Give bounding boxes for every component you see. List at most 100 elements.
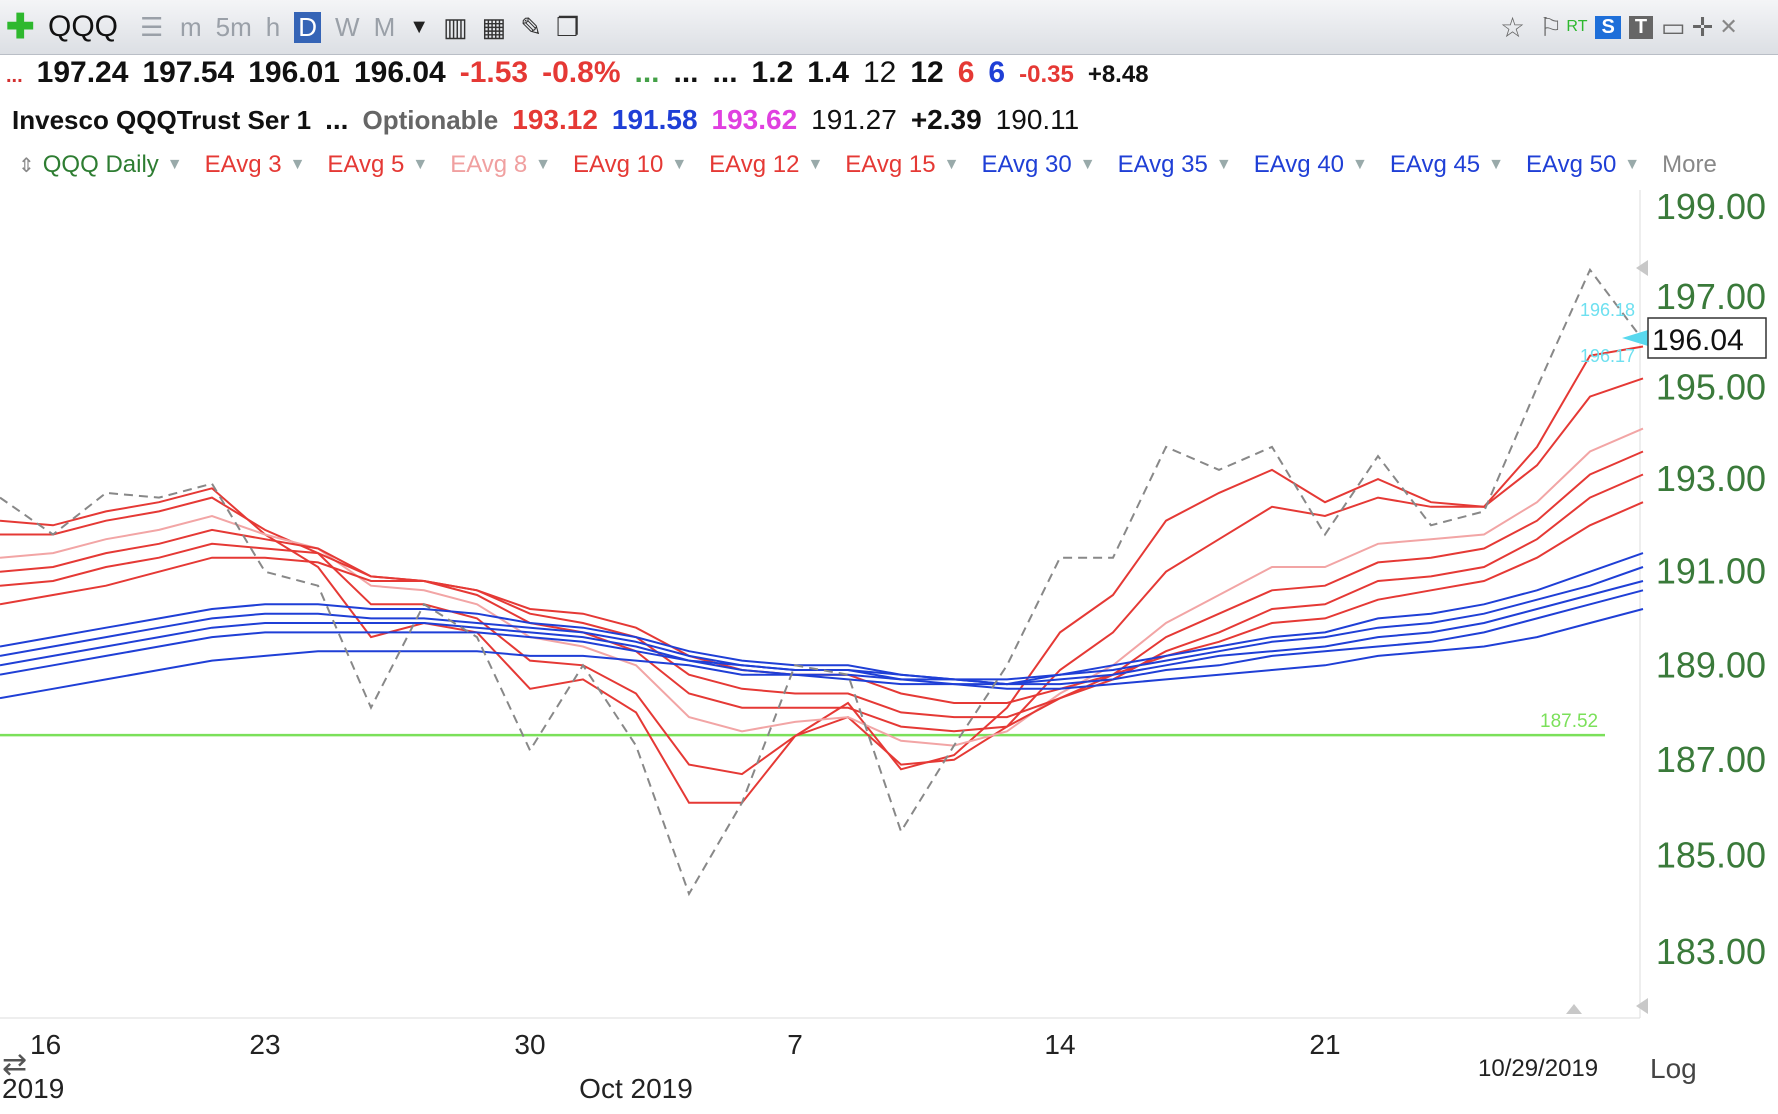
x-tick-label: 30	[514, 1029, 545, 1060]
ema-line-4	[0, 473, 1644, 719]
list-icon[interactable]: ☰	[140, 11, 164, 42]
value-1: 1.2	[751, 56, 794, 89]
legend-item-11[interactable]: EAvg 50 ▼	[1526, 151, 1640, 179]
ema-line-6	[0, 552, 1644, 681]
legend-dropdown-icon[interactable]: ▼	[412, 156, 429, 173]
ema-line-8	[0, 580, 1644, 686]
legend-item-5[interactable]: EAvg 12 ▼	[709, 151, 823, 179]
axis-top-icon[interactable]	[1636, 260, 1648, 276]
save-icon[interactable]: ▭	[1661, 11, 1686, 42]
t-badge[interactable]: T	[1628, 15, 1654, 39]
timeframe-dropdown-icon[interactable]: ▼	[409, 15, 430, 38]
legend-item-8[interactable]: EAvg 35 ▼	[1118, 151, 1232, 179]
y-tick-label: 189.00	[1656, 644, 1766, 685]
legend-item-2[interactable]: EAvg 5 ▼	[327, 151, 428, 179]
symbol-field[interactable]: QQQ	[48, 10, 119, 43]
value-3: 12	[862, 56, 897, 89]
close-value: 196.04	[353, 56, 446, 89]
value-4: 12	[910, 56, 944, 89]
legend-label: EAvg 5	[327, 151, 405, 178]
timeframe-weekly[interactable]: W	[335, 11, 360, 42]
low-value: 196.01	[248, 56, 340, 89]
support-line-label: 187.52	[1540, 711, 1598, 732]
timeframe-monthly[interactable]: M	[373, 11, 396, 42]
close-icon[interactable]: ✕	[1719, 14, 1738, 39]
legend-item-9[interactable]: EAvg 40 ▼	[1254, 151, 1368, 179]
more-button[interactable]: More	[1662, 151, 1717, 178]
draw-pencil-icon[interactable]: ✎	[520, 11, 543, 42]
x-tick-label: 16	[30, 1029, 61, 1060]
legend-dropdown-icon[interactable]: ▼	[943, 156, 960, 173]
scroll-up-icon[interactable]	[1566, 1004, 1582, 1014]
timeframe-daily[interactable]: D	[294, 11, 322, 43]
chart-type-icon[interactable]: ▥	[443, 11, 468, 42]
y-tick-label: 185.00	[1656, 834, 1766, 875]
legend-label: EAvg 30	[981, 151, 1072, 178]
realtime-badge[interactable]: RT	[1566, 18, 1588, 35]
legend-item-7[interactable]: EAvg 30 ▼	[981, 151, 1095, 179]
name-dots: ...	[325, 104, 349, 135]
ema-line-1	[0, 377, 1644, 776]
add-symbol-icon[interactable]: ✚	[6, 8, 35, 46]
security-name: Invesco QQQTrust Ser 1	[12, 105, 312, 135]
legend-dropdown-icon[interactable]: ▼	[1624, 156, 1641, 173]
legend-label: EAvg 40	[1253, 151, 1345, 178]
legend-item-10[interactable]: EAvg 45 ▼	[1390, 151, 1504, 179]
y-tick-label: 195.00	[1656, 366, 1766, 407]
timeframe-hour[interactable]: h	[265, 11, 281, 42]
s-badge[interactable]: S	[1595, 15, 1621, 39]
x-tick-label: 21	[1309, 1029, 1340, 1060]
value-7: -0.35	[1019, 61, 1074, 88]
log-scale-toggle[interactable]: Log	[1650, 1053, 1697, 1084]
legend-item-1[interactable]: EAvg 3 ▼	[205, 151, 306, 179]
price-marker-icon	[1622, 330, 1648, 346]
legend-dropdown-icon[interactable]: ▼	[1079, 156, 1096, 173]
price-line	[0, 267, 1644, 897]
legend-dropdown-icon[interactable]: ▼	[166, 156, 183, 173]
sync-icon[interactable]: ⇄	[2, 1048, 27, 1081]
favorite-star-icon[interactable]: ☆	[1500, 11, 1526, 43]
scroll-left-icon[interactable]	[1636, 998, 1648, 1014]
value-2: 1.4	[807, 56, 849, 89]
x-tick-label: 7	[787, 1029, 803, 1060]
legend-dropdown-icon[interactable]: ▼	[671, 156, 688, 173]
legend-dropdown-icon[interactable]: ▼	[289, 156, 306, 173]
value-6: 6	[988, 56, 1006, 89]
legend-dropdown-icon[interactable]: ▼	[807, 156, 824, 173]
legend-label: EAvg 35	[1117, 151, 1208, 178]
right-toolbar-group: ☆ ⚐ RT S T ▭ ✛ ✕	[1500, 8, 1752, 46]
high-value: 197.54	[142, 56, 235, 89]
studies-icon[interactable]: ▦	[481, 11, 507, 42]
legend-dropdown-icon[interactable]: ▼	[535, 156, 552, 173]
legend-label: EAvg 15	[845, 151, 936, 178]
toolbar: ✚ QQQ ☰ m 5m h D W M ▼ ▥ ▦ ✎ ❐ ☆ ⚐ RT S …	[0, 0, 1778, 55]
y-tick-label: 193.00	[1656, 458, 1766, 499]
legend-item-0[interactable]: QQQ Daily ▼	[43, 151, 183, 179]
legend-item-4[interactable]: EAvg 10 ▼	[573, 151, 687, 179]
change-pct-value: -0.8%	[542, 56, 621, 89]
date-label: 10/29/2019	[1478, 1055, 1598, 1082]
flag-icon[interactable]: ⚐	[1539, 11, 1563, 42]
notes-icon[interactable]: ❐	[556, 11, 580, 42]
legend-dropdown-icon[interactable]: ▼	[1352, 156, 1368, 173]
legend-item-6[interactable]: EAvg 15 ▼	[845, 151, 959, 179]
reorder-icon[interactable]: ⇕	[18, 154, 35, 177]
legend-item-3[interactable]: EAvg 8 ▼	[450, 151, 551, 179]
legend-dropdown-icon[interactable]: ▼	[1488, 156, 1504, 173]
metric-3: 193.62	[711, 104, 798, 135]
metric-2: 191.58	[611, 104, 698, 135]
y-tick-label: 187.00	[1656, 739, 1766, 780]
timeframe-5min[interactable]: 5m	[215, 11, 252, 42]
open-value: 197.24	[36, 56, 129, 89]
legend-label: EAvg 12	[709, 151, 800, 178]
legend-dropdown-icon[interactable]: ▼	[1215, 156, 1232, 173]
dots-red: ...	[6, 65, 23, 87]
crosshair-icon[interactable]: ✛	[1691, 11, 1714, 42]
timeframe-minute[interactable]: m	[180, 11, 202, 42]
y-tick-label: 197.00	[1656, 276, 1766, 317]
ema-line-3	[0, 450, 1644, 733]
ema-line-9	[0, 589, 1644, 686]
quote-row-2: Invesco QQQTrust Ser 1 ... Optionable 19…	[12, 104, 1772, 148]
y-tick-label: 199.00	[1656, 186, 1766, 227]
